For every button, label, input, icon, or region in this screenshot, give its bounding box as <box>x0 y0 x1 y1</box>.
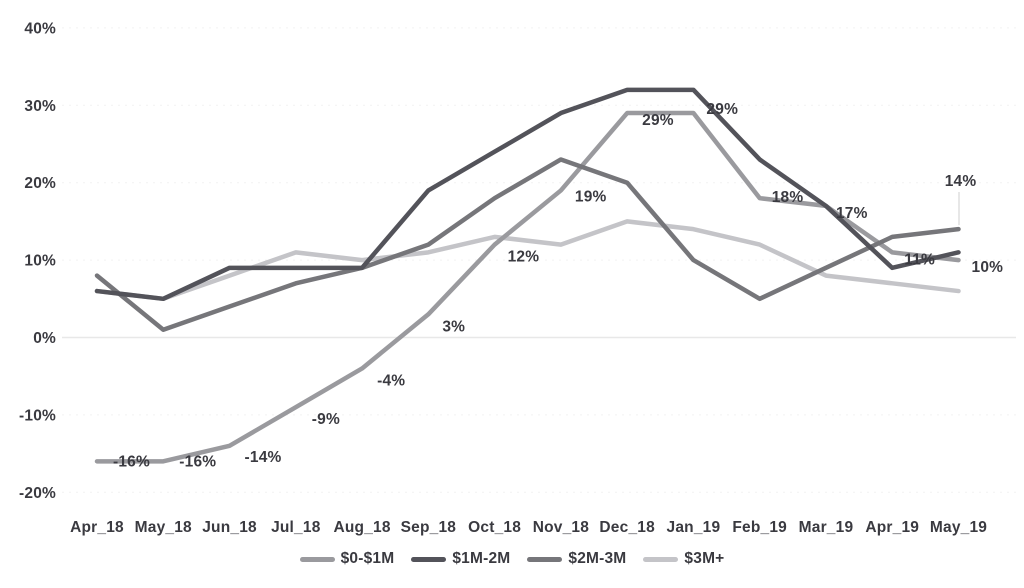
data-label: 29% <box>642 112 674 129</box>
data-label: -9% <box>312 411 340 428</box>
legend: $0-$1M $1M-2M $2M-3M $3M+ <box>0 550 1024 568</box>
series-line-0-1m <box>94 110 961 464</box>
x-tick-label: May_18 <box>135 519 192 536</box>
x-tick-label: Oct_18 <box>468 519 521 536</box>
x-tick-label: Feb_19 <box>732 519 787 536</box>
data-label: 29% <box>706 101 738 118</box>
y-tick-label: -10% <box>19 407 56 424</box>
data-label: -16% <box>179 453 216 470</box>
series-line-1m-2m <box>94 87 961 302</box>
x-tick-label: Aug_18 <box>333 519 390 536</box>
legend-item-0-1m: $0-$1M <box>299 550 395 568</box>
legend-label: $0-$1M <box>340 550 395 567</box>
callout-label: 14% <box>945 173 977 190</box>
x-tick-label: Sep_18 <box>401 519 457 536</box>
data-label: -16% <box>113 453 150 470</box>
x-tick-label: Jul_18 <box>271 519 321 536</box>
data-label: -14% <box>245 449 282 466</box>
legend-swatch-0-1m <box>299 556 335 562</box>
series-line-3m+ <box>94 219 961 302</box>
legend-item-2m-3m: $2M-3M <box>527 550 626 568</box>
legend-swatch-1m-2m <box>411 556 447 562</box>
x-tick-label: Apr_18 <box>70 519 124 536</box>
legend-item-3m+: $3M+ <box>643 550 724 568</box>
x-tick-label: May_19 <box>930 519 987 536</box>
data-label: 19% <box>575 188 607 205</box>
x-tick-label: Jan_19 <box>667 519 721 536</box>
y-tick-label: 20% <box>24 175 56 192</box>
series-line-2m-3m <box>94 157 961 333</box>
legend-label: $2M-3M <box>568 550 627 567</box>
legend-item-1m-2m: $1M-2M <box>411 550 510 568</box>
data-label: -4% <box>377 372 405 389</box>
x-tick-label: Jun_18 <box>202 519 257 536</box>
y-tick-label: 0% <box>33 330 56 347</box>
data-label: 18% <box>772 189 804 206</box>
x-tick-label: Dec_18 <box>599 519 655 536</box>
legend-swatch-3m+ <box>643 556 679 562</box>
data-label: 11% <box>904 251 935 268</box>
data-label: 12% <box>508 249 540 266</box>
legend-label: $3M+ <box>684 550 725 567</box>
y-tick-label: -20% <box>19 485 56 502</box>
x-tick-label: Apr_19 <box>865 519 919 536</box>
y-tick-label: 30% <box>24 98 56 115</box>
legend-swatch-2m-3m <box>527 556 563 562</box>
data-label: 10% <box>972 259 1004 276</box>
x-tick-label: Mar_19 <box>799 519 854 536</box>
x-tick-label: Nov_18 <box>533 519 590 536</box>
data-label: 17% <box>836 205 868 222</box>
data-label: 3% <box>442 318 465 335</box>
y-tick-label: 10% <box>24 253 56 270</box>
y-tick-label: 40% <box>24 20 56 37</box>
legend-label: $1M-2M <box>452 550 511 567</box>
